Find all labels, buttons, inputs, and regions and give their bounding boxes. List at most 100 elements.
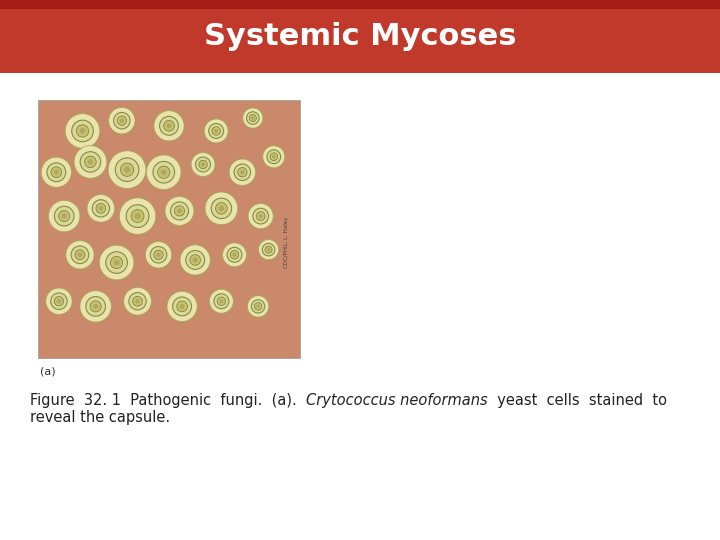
Ellipse shape (74, 146, 107, 178)
Ellipse shape (57, 299, 61, 303)
Ellipse shape (263, 146, 285, 168)
Ellipse shape (78, 252, 82, 257)
Ellipse shape (124, 287, 151, 315)
Ellipse shape (126, 205, 149, 227)
Ellipse shape (220, 299, 223, 303)
Ellipse shape (47, 163, 66, 181)
Ellipse shape (99, 245, 134, 280)
Ellipse shape (248, 296, 269, 317)
Ellipse shape (158, 166, 170, 178)
Ellipse shape (210, 289, 233, 313)
Text: reveal the capsule.: reveal the capsule. (30, 410, 170, 425)
Ellipse shape (163, 120, 174, 131)
Ellipse shape (251, 300, 265, 313)
Ellipse shape (251, 117, 254, 120)
Bar (0, 0, 720, 73)
Ellipse shape (240, 170, 245, 174)
Ellipse shape (176, 301, 187, 312)
Ellipse shape (267, 248, 270, 251)
Text: (a): (a) (40, 366, 55, 376)
Ellipse shape (217, 297, 225, 306)
Ellipse shape (131, 210, 144, 222)
Ellipse shape (234, 164, 251, 180)
Ellipse shape (58, 211, 70, 221)
Ellipse shape (265, 246, 272, 253)
Ellipse shape (153, 161, 174, 183)
Ellipse shape (209, 124, 224, 138)
Ellipse shape (243, 108, 263, 128)
Ellipse shape (262, 244, 275, 256)
Ellipse shape (80, 291, 112, 322)
Ellipse shape (174, 206, 184, 216)
Ellipse shape (46, 288, 72, 314)
Ellipse shape (230, 251, 239, 259)
Ellipse shape (71, 246, 89, 264)
Ellipse shape (90, 301, 102, 312)
Ellipse shape (54, 170, 59, 175)
Ellipse shape (270, 153, 278, 161)
Ellipse shape (120, 163, 134, 177)
Text: Figure  32. 1  Pathogenic  fungi.  (a).: Figure 32. 1 Pathogenic fungi. (a). (30, 393, 306, 408)
Ellipse shape (167, 291, 197, 321)
Ellipse shape (114, 112, 130, 129)
Ellipse shape (124, 166, 130, 173)
Ellipse shape (85, 156, 96, 168)
Ellipse shape (117, 116, 127, 125)
Ellipse shape (93, 304, 98, 309)
Ellipse shape (62, 213, 67, 219)
Ellipse shape (92, 200, 109, 217)
Ellipse shape (88, 159, 93, 165)
Ellipse shape (214, 129, 218, 133)
Ellipse shape (258, 240, 279, 260)
Ellipse shape (132, 296, 143, 306)
Ellipse shape (267, 150, 281, 164)
Ellipse shape (86, 296, 105, 316)
Ellipse shape (161, 170, 166, 175)
Ellipse shape (256, 212, 265, 220)
Ellipse shape (190, 255, 201, 265)
Ellipse shape (212, 127, 220, 135)
Text: Crytococcus neoformans: Crytococcus neoformans (306, 393, 487, 408)
Ellipse shape (249, 114, 256, 122)
Ellipse shape (222, 243, 246, 267)
Ellipse shape (66, 241, 94, 269)
Ellipse shape (227, 247, 242, 262)
Ellipse shape (219, 206, 224, 211)
Ellipse shape (66, 113, 100, 148)
Ellipse shape (186, 251, 204, 269)
Ellipse shape (72, 120, 94, 142)
Ellipse shape (201, 163, 205, 166)
Ellipse shape (248, 204, 274, 228)
Ellipse shape (165, 197, 194, 225)
Ellipse shape (115, 158, 139, 181)
Ellipse shape (191, 153, 215, 177)
Ellipse shape (55, 206, 74, 226)
Ellipse shape (109, 107, 135, 134)
Ellipse shape (50, 293, 67, 309)
Ellipse shape (173, 297, 192, 316)
Ellipse shape (229, 159, 256, 185)
Ellipse shape (106, 252, 127, 273)
Ellipse shape (246, 112, 259, 124)
Ellipse shape (76, 125, 89, 137)
Ellipse shape (99, 206, 103, 211)
Ellipse shape (180, 245, 210, 275)
Text: CDC/PHIL, L. Haley: CDC/PHIL, L. Haley (284, 216, 289, 268)
Ellipse shape (177, 208, 182, 213)
Ellipse shape (135, 213, 140, 219)
Ellipse shape (196, 157, 210, 172)
Ellipse shape (193, 258, 198, 262)
Ellipse shape (211, 198, 232, 219)
Ellipse shape (156, 253, 161, 257)
Ellipse shape (253, 208, 269, 224)
Ellipse shape (80, 152, 101, 172)
Ellipse shape (215, 202, 228, 214)
Text: Systemic Mycoses: Systemic Mycoses (204, 22, 516, 51)
Ellipse shape (171, 202, 189, 220)
Ellipse shape (96, 204, 106, 213)
Ellipse shape (110, 256, 122, 269)
Ellipse shape (179, 304, 184, 309)
Ellipse shape (166, 123, 171, 129)
Bar (0, 0, 720, 9)
Ellipse shape (205, 192, 238, 225)
